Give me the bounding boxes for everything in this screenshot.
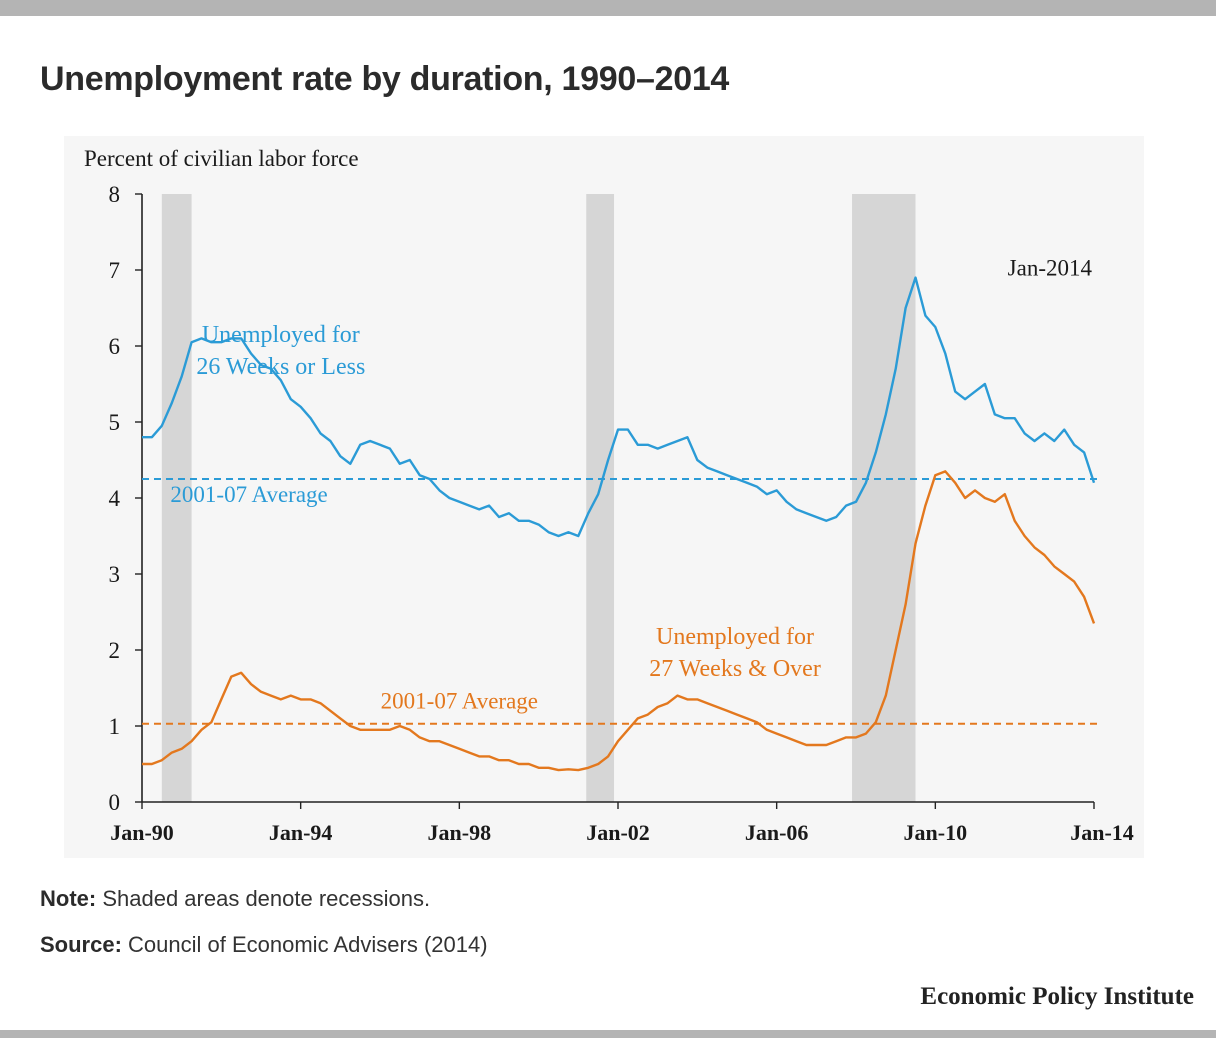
brand-wordmark: Economic Policy Institute	[920, 983, 1194, 1010]
source-text: Council of Economic Advisers (2014)	[121, 932, 488, 957]
y-tick-label: 4	[109, 486, 121, 511]
series-1-label-line-2: 26 Weeks or Less	[196, 354, 365, 380]
y-tick-label: 5	[109, 410, 121, 435]
x-tick-label: Jan-98	[428, 820, 492, 845]
chart-source: Source: Council of Economic Advisers (20…	[40, 932, 488, 958]
y-tick-label: 8	[109, 182, 121, 207]
top-rule	[0, 0, 1216, 16]
y-tick-label: 7	[109, 258, 121, 283]
x-tick-label: Jan-02	[586, 820, 650, 845]
series-1-average-label: 2001-07 Average	[170, 482, 327, 507]
y-tick-label: 3	[109, 562, 121, 587]
note-label: Note:	[40, 886, 97, 911]
chart-title: Unemployment rate by duration, 1990–2014	[40, 60, 730, 98]
y-tick-label: 0	[109, 790, 121, 815]
series-1-label-line-1: Unemployed for	[202, 322, 360, 348]
x-tick-label: Jan-90	[110, 820, 174, 845]
x-tick-label: Jan-10	[904, 820, 968, 845]
series-line-1	[142, 276, 1096, 538]
y-tick-label: 6	[109, 334, 121, 359]
series-2-label-line-1: Unemployed for	[656, 624, 814, 650]
series-2-average-label: 2001-07 Average	[381, 689, 538, 714]
recession-band-2	[586, 194, 615, 802]
x-tick-label: Jan-94	[269, 820, 333, 845]
date-annotation: Jan-2014	[1008, 255, 1093, 280]
y-tick-label: 2	[109, 638, 121, 663]
x-tick-label: Jan-06	[745, 820, 809, 845]
y-tick-label: 1	[109, 714, 121, 739]
note-text: Shaded areas denote recessions.	[96, 886, 431, 911]
series-line-2	[142, 470, 1096, 772]
chart-note: Note: Shaded areas denote recessions.	[40, 886, 430, 912]
recession-band-3	[852, 194, 916, 802]
series-2-label-line-2: 27 Weeks & Over	[649, 656, 821, 682]
bottom-rule	[0, 1030, 1216, 1038]
source-label: Source:	[40, 932, 122, 957]
x-tick-label: Jan-14	[1070, 820, 1134, 845]
chart-panel: Percent of civilian labor force 0 1 2 3 4 5 6 7 8…	[64, 136, 1144, 858]
y-axis-label: Percent of civilian labor force	[84, 146, 359, 171]
unemployment-line-chart: Percent of civilian labor force 0 1 2 3 4 5 6 7 8…	[84, 146, 1134, 845]
recession-band-1	[161, 194, 192, 802]
